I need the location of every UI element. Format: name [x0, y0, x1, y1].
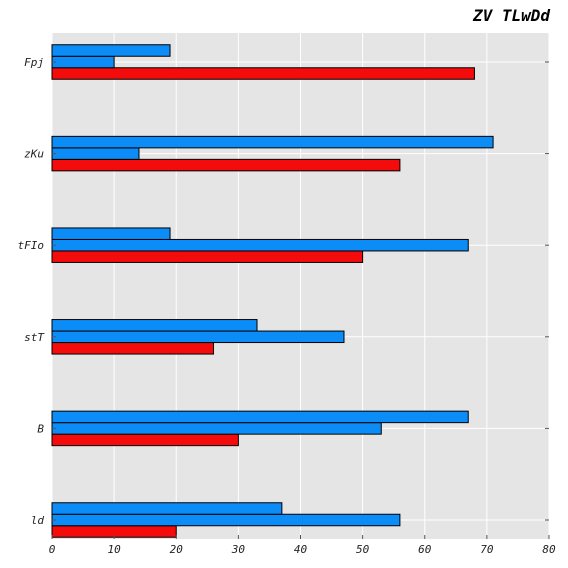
bar — [51, 147, 140, 160]
x-tick-label: 40 — [294, 543, 308, 556]
x-axis-ticks: 0 10 20 30 40 50 60 70 80 — [49, 535, 556, 556]
x-tick-label: 10 — [108, 543, 122, 556]
bar — [51, 342, 215, 355]
bar — [51, 410, 469, 424]
bar — [51, 513, 401, 527]
bar — [51, 67, 475, 80]
bar — [51, 227, 171, 240]
y-tick-label: B — [37, 422, 44, 435]
bar — [51, 502, 283, 515]
x-tick-label: 60 — [418, 543, 432, 556]
y-tick-label: tFIo — [18, 239, 45, 252]
bar — [51, 238, 469, 252]
x-tick-label: 50 — [356, 543, 370, 556]
bar — [51, 330, 345, 344]
x-tick-label: 0 — [49, 543, 56, 556]
x-tick-label: 70 — [480, 543, 494, 556]
bar — [51, 55, 115, 69]
bar — [51, 319, 258, 332]
x-tick-label: 30 — [231, 543, 246, 556]
y-tick-label: zKu — [24, 148, 44, 161]
y-tick-label: stT — [24, 331, 45, 344]
x-tick-label: 80 — [542, 543, 556, 556]
bars — [51, 44, 494, 538]
bar — [51, 250, 364, 263]
x-tick-label: 20 — [170, 543, 184, 556]
bar — [51, 433, 239, 447]
bar — [51, 422, 382, 435]
chart-title: ZV TLwDd — [472, 6, 550, 25]
y-tick-label: ld — [31, 514, 45, 527]
bar — [51, 44, 171, 57]
y-tick-label: Fpj — [24, 56, 44, 69]
bar — [51, 158, 401, 172]
bar — [51, 135, 494, 149]
